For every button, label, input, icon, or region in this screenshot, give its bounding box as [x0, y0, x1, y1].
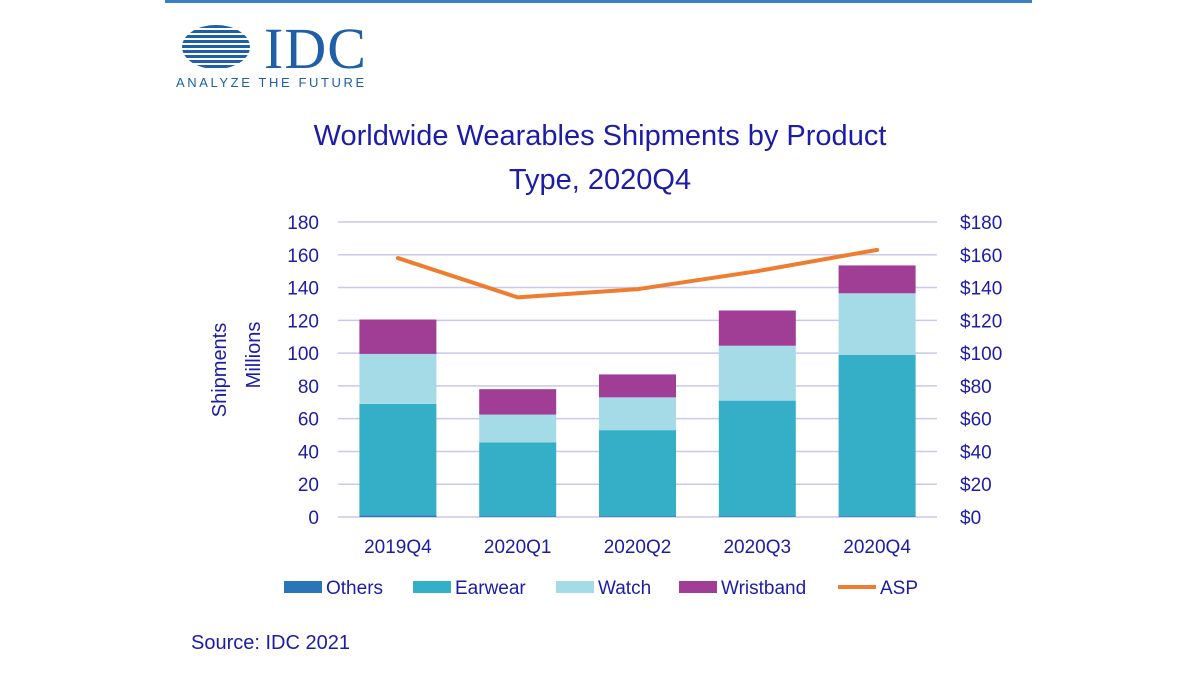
bar-earwear [479, 442, 557, 517]
bar-others [479, 516, 557, 517]
bar-earwear [838, 354, 916, 517]
bar-watch [479, 414, 557, 443]
y-axis-units-label: Millions [243, 322, 265, 389]
x-tick-label: 2020Q3 [723, 537, 791, 558]
y-tick-label: 60 [298, 410, 319, 431]
legend: Others Earwear Watch Wristband ASP [284, 578, 918, 599]
legend-label: Watch [598, 578, 651, 599]
y2-tick-label: $40 [960, 442, 992, 463]
logo-text: IDC [264, 16, 367, 81]
y-tick-label: 160 [287, 246, 319, 267]
bar-others [718, 516, 796, 517]
legend-swatch [284, 581, 322, 593]
bar-earwear [359, 403, 437, 516]
bar-wristband [718, 310, 796, 346]
x-tick-label: 2020Q4 [843, 537, 911, 558]
logo-tagline: ANALYZE THE FUTURE [176, 75, 367, 90]
bar-others [359, 515, 437, 517]
y2-tick-label: $20 [960, 475, 992, 496]
bar-earwear [718, 400, 796, 517]
top-rule [165, 0, 1032, 3]
legend-label: Others [326, 578, 383, 599]
y2-tick-label: $100 [960, 344, 1002, 365]
y2-tick-label: $80 [960, 377, 992, 398]
y-tick-label: 100 [287, 344, 319, 365]
legend-label: Earwear [455, 578, 526, 599]
bar-watch [718, 345, 796, 401]
bar-others [599, 516, 676, 517]
y2-tick-label: $0 [960, 508, 981, 529]
y-axis-label: Shipments [209, 323, 231, 418]
x-tick-label: 2019Q4 [364, 537, 432, 558]
bar-earwear [599, 430, 676, 517]
bar-watch [359, 353, 437, 404]
y-tick-label: 20 [298, 475, 319, 496]
y-tick-label: 140 [287, 279, 319, 300]
bar-others [838, 516, 916, 517]
x-tick-label: 2020Q2 [604, 537, 672, 558]
axes: 0 $0 20 $20 40 $40 60 $60 80 $80 100 $100 120 $120 140… [209, 213, 1002, 558]
y2-tick-label: $180 [960, 213, 1002, 234]
y2-tick-label: $60 [960, 410, 992, 431]
y-tick-label: 120 [287, 311, 319, 332]
chart-title-line-1: Worldwide Wearables Shipments by Product [313, 120, 887, 152]
bar-watch [838, 293, 916, 355]
bar-watch [599, 397, 676, 431]
y-tick-label: 180 [287, 213, 319, 234]
bar-wristband [838, 265, 916, 294]
y2-tick-label: $140 [960, 279, 1002, 300]
bar-wristband [359, 319, 437, 354]
bar-wristband [479, 389, 557, 415]
legend-swatch [556, 581, 594, 593]
legend-label: Wristband [721, 578, 806, 599]
bars [359, 265, 916, 517]
asp-line-path [395, 247, 880, 300]
y-tick-label: 40 [298, 442, 319, 463]
y2-tick-label: $120 [960, 311, 1002, 332]
y-tick-label: 80 [298, 377, 319, 398]
legend-label: ASP [880, 578, 918, 599]
chart-title-line-2: Type, 2020Q4 [508, 164, 692, 196]
asp-line [395, 247, 880, 300]
legend-swatch [413, 581, 451, 593]
idc-globe-icon [182, 25, 250, 68]
bar-wristband [599, 374, 676, 398]
legend-swatch [679, 581, 717, 593]
y2-tick-label: $160 [960, 246, 1002, 267]
y-tick-label: 0 [308, 508, 319, 529]
source-note: Source: IDC 2021 [191, 632, 350, 654]
x-tick-label: 2020Q1 [484, 537, 552, 558]
chart-title: Worldwide Wearables Shipments by Product… [200, 114, 1000, 202]
